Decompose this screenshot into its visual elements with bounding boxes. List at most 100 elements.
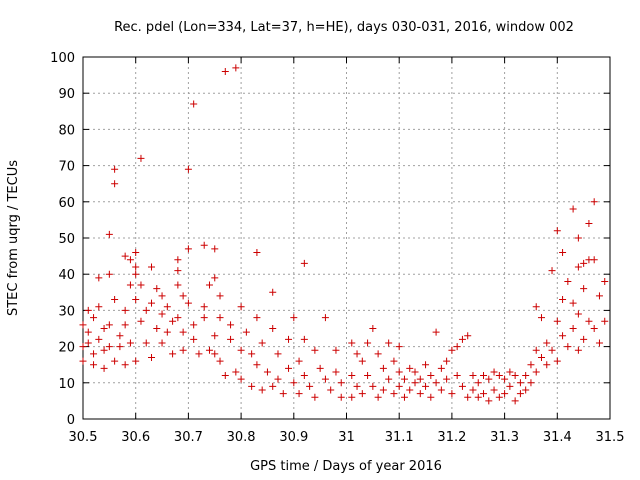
data-point	[227, 335, 235, 343]
data-point	[453, 343, 461, 351]
data-point	[379, 386, 387, 394]
data-point	[458, 335, 466, 343]
data-point	[132, 357, 140, 365]
data-point	[248, 350, 256, 358]
data-point	[548, 346, 556, 354]
data-point	[332, 368, 340, 376]
y-tick-label: 0	[67, 413, 75, 428]
data-point	[590, 256, 598, 264]
data-point	[253, 361, 261, 369]
data-point	[216, 292, 224, 300]
data-point	[385, 375, 393, 383]
data-point	[295, 357, 303, 365]
data-point	[559, 332, 567, 340]
x-tick-label: 30.6	[121, 430, 150, 445]
data-point	[142, 306, 150, 314]
data-point	[116, 332, 124, 340]
data-point	[116, 343, 124, 351]
data-point	[132, 263, 140, 271]
data-point	[79, 321, 87, 329]
data-point	[216, 314, 224, 322]
data-point	[200, 241, 208, 249]
data-point	[427, 393, 435, 401]
data-point	[601, 277, 609, 285]
data-point	[580, 335, 588, 343]
data-point	[300, 335, 308, 343]
y-tick-label: 50	[58, 232, 75, 247]
data-point	[95, 274, 103, 282]
data-point	[580, 259, 588, 267]
data-point	[253, 314, 261, 322]
data-point	[100, 364, 108, 372]
data-point	[221, 67, 229, 75]
data-point	[84, 328, 92, 336]
data-point	[121, 252, 129, 260]
data-point	[532, 303, 540, 311]
data-point	[390, 390, 398, 398]
data-point	[553, 227, 561, 235]
data-point	[353, 382, 361, 390]
x-tick-label: 30.8	[227, 430, 256, 445]
data-point	[374, 350, 382, 358]
data-point	[105, 321, 113, 329]
data-point	[553, 317, 561, 325]
data-point	[406, 364, 414, 372]
data-point	[585, 317, 593, 325]
data-point	[364, 339, 372, 347]
data-point	[590, 198, 598, 206]
data-point	[501, 390, 509, 398]
data-point	[316, 364, 324, 372]
data-point	[364, 372, 372, 380]
data-point	[274, 350, 282, 358]
data-point	[174, 256, 182, 264]
data-point	[448, 346, 456, 354]
data-point	[506, 368, 514, 376]
data-point	[469, 386, 477, 394]
data-point	[132, 248, 140, 256]
data-point	[269, 325, 277, 332]
data-point	[337, 379, 345, 387]
data-point	[321, 375, 329, 383]
data-point	[432, 379, 440, 387]
data-point	[227, 321, 235, 329]
data-point	[369, 382, 377, 390]
data-point	[111, 357, 119, 365]
data-point	[126, 256, 134, 264]
data-point	[290, 314, 298, 322]
x-tick-label: 31.1	[385, 430, 414, 445]
data-point	[522, 386, 530, 394]
data-point	[105, 230, 113, 238]
data-point	[495, 372, 503, 380]
y-tick-label: 10	[58, 377, 75, 392]
data-point	[111, 180, 119, 188]
data-point	[190, 321, 198, 329]
data-point	[522, 372, 530, 380]
data-point	[548, 267, 556, 275]
data-point	[248, 382, 256, 390]
data-point	[474, 393, 482, 401]
x-tick-label: 31	[338, 430, 355, 445]
x-tick-label: 30.7	[174, 430, 203, 445]
data-point	[601, 317, 609, 325]
data-point	[321, 314, 329, 322]
data-point	[464, 393, 472, 401]
data-point	[179, 346, 187, 354]
data-point	[242, 328, 250, 336]
data-point	[406, 386, 414, 394]
x-tick-label: 30.9	[279, 430, 308, 445]
data-point	[90, 314, 98, 322]
data-point	[258, 386, 266, 394]
data-point	[211, 245, 219, 253]
data-point	[337, 393, 345, 401]
data-point	[580, 285, 588, 293]
data-point	[306, 382, 314, 390]
data-point	[121, 306, 129, 314]
data-point	[490, 386, 498, 394]
data-point	[169, 317, 177, 325]
data-point	[121, 321, 129, 329]
data-point	[348, 393, 356, 401]
data-point	[516, 379, 524, 387]
data-point	[148, 353, 156, 361]
data-point	[516, 390, 524, 398]
data-point	[390, 357, 398, 365]
